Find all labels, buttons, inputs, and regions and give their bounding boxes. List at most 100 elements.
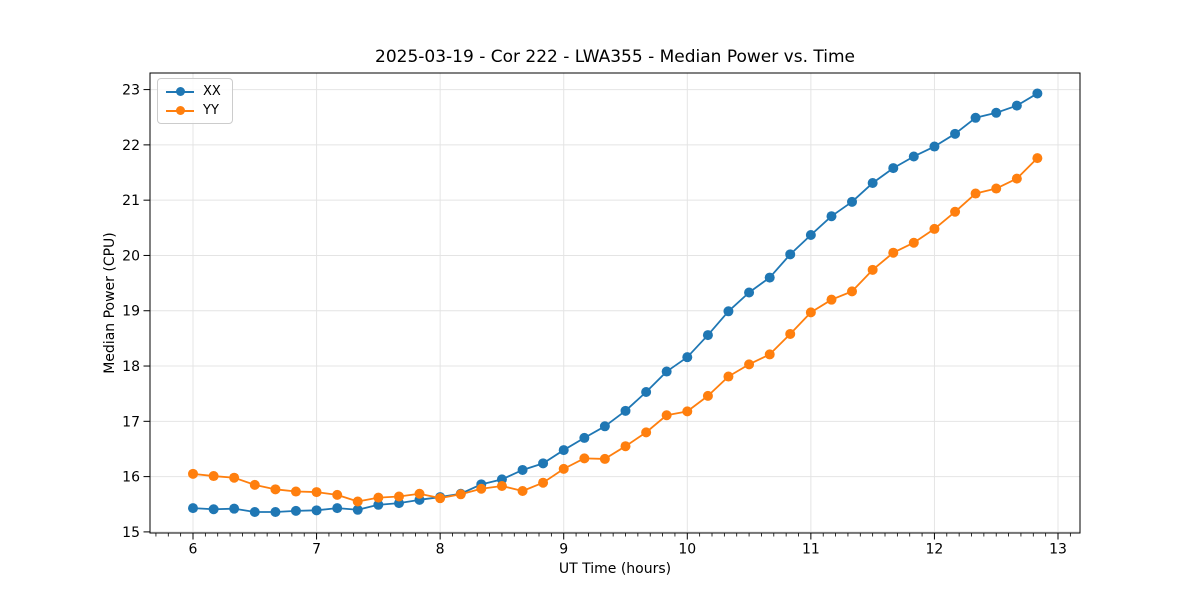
data-point-yy <box>599 453 610 464</box>
legend-marker-xx-icon <box>166 86 194 97</box>
data-point-yy <box>435 493 446 504</box>
data-point-xx <box>764 272 775 283</box>
y-tick-label: 17 <box>122 414 140 430</box>
legend-item-xx: XX <box>166 84 221 99</box>
x-tick-label: 6 <box>189 542 198 558</box>
data-point-yy <box>641 427 652 438</box>
data-point-xx <box>229 503 240 514</box>
data-point-xx <box>1032 88 1043 99</box>
x-tick-label: 13 <box>1049 542 1067 558</box>
data-point-yy <box>888 247 899 258</box>
y-tick-label: 18 <box>122 359 140 375</box>
data-point-xx <box>682 352 693 363</box>
data-point-yy <box>929 223 940 234</box>
data-point-yy <box>702 390 713 401</box>
legend: XX YY <box>157 78 233 124</box>
data-point-xx <box>950 128 961 139</box>
data-point-xx <box>991 107 1002 118</box>
data-point-xx <box>702 330 713 341</box>
data-point-yy <box>805 307 816 318</box>
y-tick-label: 16 <box>122 470 140 486</box>
y-tick-label: 15 <box>122 525 140 541</box>
data-point-yy <box>579 453 590 464</box>
legend-item-yy: YY <box>166 103 221 118</box>
data-point-yy <box>496 481 507 492</box>
y-tick-label: 23 <box>122 83 140 99</box>
data-point-yy <box>352 496 363 507</box>
data-point-xx <box>805 229 816 240</box>
data-point-yy <box>744 359 755 370</box>
data-point-yy <box>723 371 734 382</box>
data-point-yy <box>476 483 487 494</box>
data-point-yy <box>290 486 301 497</box>
data-point-yy <box>764 349 775 360</box>
data-point-yy <box>950 206 961 217</box>
data-point-yy <box>661 410 672 421</box>
x-tick-label: 12 <box>926 542 944 558</box>
data-point-yy <box>414 488 425 499</box>
data-point-xx <box>579 432 590 443</box>
data-point-xx <box>826 211 837 222</box>
data-point-yy <box>373 492 384 503</box>
data-point-xx <box>867 178 878 189</box>
x-axis-label: UT Time (hours) <box>558 561 672 577</box>
data-point-xx <box>847 196 858 207</box>
data-point-xx <box>599 421 610 432</box>
data-point-xx <box>620 405 631 416</box>
data-point-xx <box>373 499 384 510</box>
data-point-yy <box>970 188 981 199</box>
y-tick-label: 19 <box>122 304 140 320</box>
data-point-xx <box>1011 100 1022 111</box>
data-point-xx <box>558 445 569 456</box>
data-point-xx <box>311 505 322 516</box>
data-point-yy <box>208 471 219 482</box>
data-point-xx <box>517 464 528 475</box>
data-point-yy <box>311 487 322 498</box>
data-point-xx <box>188 503 199 514</box>
data-point-xx <box>661 366 672 377</box>
data-point-yy <box>249 479 260 490</box>
data-point-yy <box>188 468 199 479</box>
x-tick-label: 8 <box>436 542 445 558</box>
data-point-xx <box>352 504 363 515</box>
y-tick-label: 21 <box>122 193 140 209</box>
data-point-xx <box>290 505 301 516</box>
y-tick-label: 20 <box>122 248 140 264</box>
chart-title: 2025-03-19 - Cor 222 - LWA355 - Median P… <box>375 47 855 67</box>
legend-label-yy: YY <box>203 103 219 118</box>
data-point-yy <box>393 491 404 502</box>
x-tick-label: 9 <box>559 542 568 558</box>
data-point-yy <box>1032 153 1043 164</box>
data-point-xx <box>888 163 899 174</box>
data-point-xx <box>641 387 652 398</box>
data-point-yy <box>455 489 466 500</box>
y-tick-label: 22 <box>122 138 140 154</box>
data-point-yy <box>558 463 569 474</box>
data-point-yy <box>517 485 528 496</box>
data-point-xx <box>908 151 919 162</box>
data-point-yy <box>538 477 549 488</box>
legend-marker-yy-icon <box>166 105 194 116</box>
x-tick-label: 11 <box>802 542 820 558</box>
data-point-yy <box>682 406 693 417</box>
data-point-xx <box>785 249 796 260</box>
data-point-xx <box>249 506 260 517</box>
x-tick-label: 7 <box>312 542 321 558</box>
legend-label-xx: XX <box>203 84 221 99</box>
data-point-xx <box>723 306 734 317</box>
data-point-yy <box>908 237 919 248</box>
x-tick-label: 10 <box>678 542 696 558</box>
data-point-yy <box>332 489 343 500</box>
data-point-yy <box>991 183 1002 194</box>
data-point-xx <box>929 141 940 152</box>
data-point-yy <box>826 294 837 305</box>
data-point-xx <box>970 112 981 123</box>
plot-area <box>149 72 1081 534</box>
data-point-xx <box>270 506 281 517</box>
series-line-yy <box>192 157 1039 503</box>
data-point-xx <box>208 504 219 515</box>
y-axis-label: Median Power (CPU) <box>102 232 118 374</box>
data-point-yy <box>847 286 858 297</box>
